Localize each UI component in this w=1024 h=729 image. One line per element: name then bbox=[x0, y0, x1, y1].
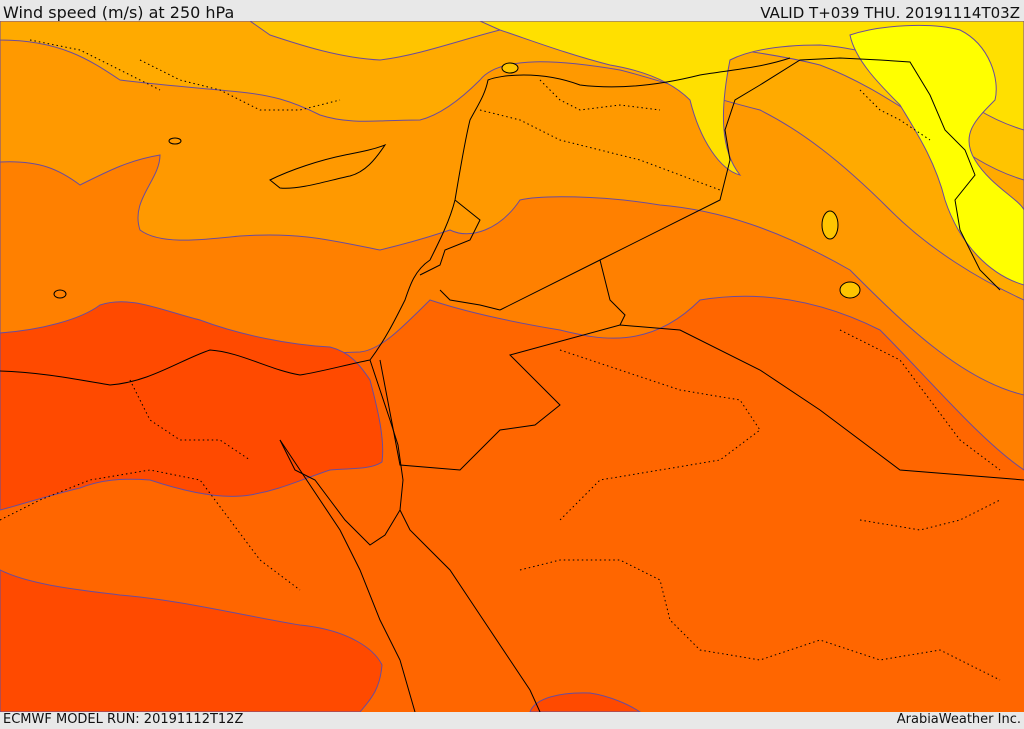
header-bar: Wind speed (m/s) at 250 hPa VALID T+039 … bbox=[0, 0, 1024, 21]
model-run: ECMWF MODEL RUN: 20191112T12Z bbox=[3, 712, 243, 728]
footer-bar: ECMWF MODEL RUN: 20191112T12Z ArabiaWeat… bbox=[0, 712, 1024, 729]
credit: ArabiaWeather Inc. bbox=[897, 712, 1021, 728]
valid-time: VALID T+039 THU. 20191114T03Z bbox=[760, 4, 1020, 22]
map-title: Wind speed (m/s) at 250 hPa bbox=[3, 3, 234, 23]
wind-speed-map bbox=[0, 21, 1024, 712]
